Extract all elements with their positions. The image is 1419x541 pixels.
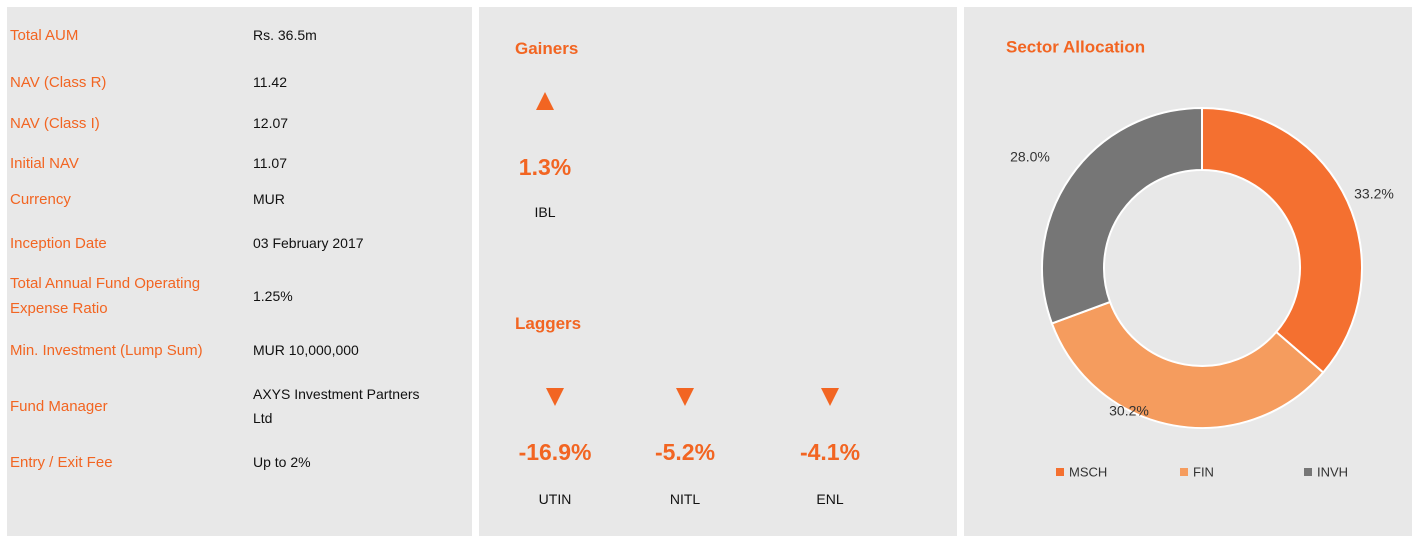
pie-slice	[1041, 106, 1203, 325]
detail-label: Currency	[10, 190, 71, 208]
detail-label: NAV (Class I)	[10, 114, 100, 132]
change-value: -16.9%	[518, 439, 592, 465]
section-title: Gainers	[515, 39, 579, 58]
ticker-name: IBL	[534, 204, 556, 220]
detail-label: NAV (Class R)	[10, 73, 107, 91]
detail-value: AXYS Investment Partners Ltd	[253, 386, 420, 426]
down-arrow	[676, 388, 694, 406]
detail-value: MUR 10,000,000	[253, 342, 359, 358]
detail-value: 12.07	[253, 115, 289, 131]
ticker-name: NITL	[669, 491, 701, 507]
detail-value: 11.42	[253, 74, 287, 90]
detail-label: Entry / Exit Fee	[10, 453, 113, 471]
ticker-name: UTIN	[538, 491, 572, 507]
ticker-name: ENL	[816, 491, 844, 507]
legend-label: INVH	[1317, 464, 1348, 479]
down-arrow	[821, 388, 839, 406]
pie-slice	[1201, 106, 1363, 374]
data-label: 33.2%	[1354, 186, 1394, 202]
down-arrow	[546, 388, 564, 406]
change-value: -4.1%	[799, 439, 861, 465]
detail-value: MUR	[253, 191, 285, 207]
legend-label: FIN	[1193, 464, 1214, 479]
legend-swatch	[1304, 468, 1312, 476]
allocation-panel: Sector Allocation 33.2% MSCH 30.2% FIN 28.0%…	[964, 7, 1412, 536]
detail-value: Up to 2%	[253, 454, 311, 470]
change-value: -5.2%	[654, 439, 716, 465]
up-arrow	[536, 92, 554, 110]
data-label: 30.2%	[1109, 403, 1149, 419]
detail-label: Inception Date	[10, 234, 107, 252]
legend-swatch	[1180, 468, 1188, 476]
section-title: Laggers	[515, 314, 582, 333]
detail-value: 11.07	[253, 155, 287, 171]
detail-label: Total Annual Fund Operating Expense Rati…	[10, 275, 201, 317]
detail-label: Total AUM	[10, 26, 79, 44]
detail-label: Initial NAV	[10, 154, 79, 172]
detail-value: 1.25%	[253, 288, 293, 304]
data-label: 28.0%	[1010, 149, 1050, 165]
detail-value: Rs. 36.5m	[253, 27, 317, 43]
movers-panel: Gainers 1.3% IBL Laggers -16.9% UTIN -5.2% NITL…	[479, 7, 957, 536]
detail-label: Min. Investment (Lump Sum)	[10, 341, 203, 359]
legend-swatch	[1056, 468, 1064, 476]
detail-value: 03 February 2017	[253, 235, 364, 251]
chart-title: Sector Allocation	[1006, 37, 1145, 56]
detail-label: Fund Manager	[10, 397, 108, 415]
legend-label: MSCH	[1069, 464, 1107, 479]
change-value: 1.3%	[518, 154, 572, 180]
fund-details-panel: Total AUM Rs. 36.5m NAV (Class R) 11.42 NAV …	[7, 7, 472, 536]
pie-slice	[1050, 300, 1325, 429]
chart: Sector Allocation 33.2% MSCH 30.2% FIN 28.0%…	[1006, 37, 1394, 479]
